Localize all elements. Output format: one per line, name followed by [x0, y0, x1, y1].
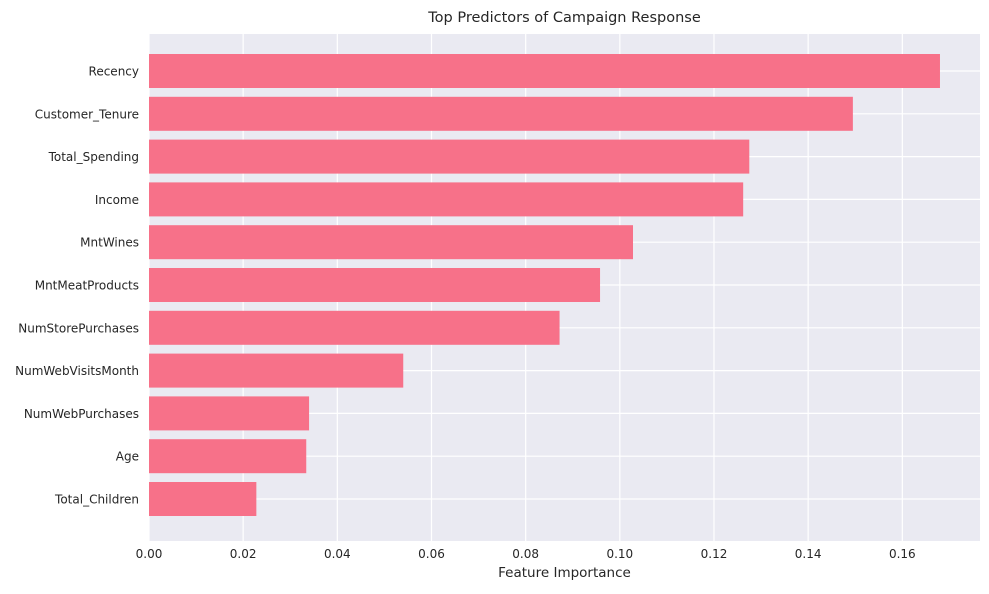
- y-tick-labels: Recency Customer_Tenure Total_Spending Inco…: [15, 65, 139, 507]
- bar-income: [149, 182, 744, 217]
- x-tick-labels: 0.00 0.02 0.04 0.06 0.08 0.10 0.12 0.14 0.16: [136, 547, 916, 561]
- y-tick-label: Recency: [89, 65, 139, 79]
- bar-age: [149, 439, 307, 474]
- y-tick-label: MntMeatProducts: [35, 279, 139, 293]
- x-axis-label: Feature Importance: [498, 565, 631, 581]
- bar-numwebpurchases: [149, 396, 310, 431]
- bar-mntwines: [149, 225, 634, 260]
- x-tick-label: 0.08: [512, 547, 539, 561]
- y-tick-label: Total_Children: [54, 493, 139, 507]
- x-tick-label: 0.14: [795, 547, 822, 561]
- bar-customer-tenure: [149, 96, 853, 131]
- x-tick-label: 0.00: [136, 547, 163, 561]
- y-tick-label: NumWebPurchases: [24, 407, 139, 421]
- y-tick-label: Customer_Tenure: [35, 107, 139, 121]
- bar-numstorepurchases: [149, 310, 560, 345]
- x-tick-label: 0.04: [324, 547, 351, 561]
- y-tick-label: Age: [116, 450, 139, 464]
- x-tick-label: 0.02: [230, 547, 257, 561]
- x-tick-label: 0.06: [418, 547, 445, 561]
- bar-mntmeatproducts: [149, 268, 601, 302]
- x-tick-label: 0.16: [889, 547, 916, 561]
- bar-numwebvisitsmonth: [149, 353, 404, 388]
- bar-total-spending: [149, 139, 750, 174]
- bar-total-children: [149, 482, 257, 516]
- bar-recency: [149, 54, 940, 88]
- y-tick-label: Income: [95, 193, 139, 207]
- x-tick-label: 0.12: [701, 547, 728, 561]
- y-tick-label: Total_Spending: [48, 150, 139, 164]
- chart-title: Top Predictors of Campaign Response: [427, 10, 701, 26]
- y-tick-label: NumStorePurchases: [18, 321, 139, 335]
- y-tick-label: MntWines: [80, 236, 139, 250]
- x-tick-label: 0.10: [606, 547, 633, 561]
- y-tick-label: NumWebVisitsMonth: [15, 364, 139, 378]
- bars: [149, 54, 940, 516]
